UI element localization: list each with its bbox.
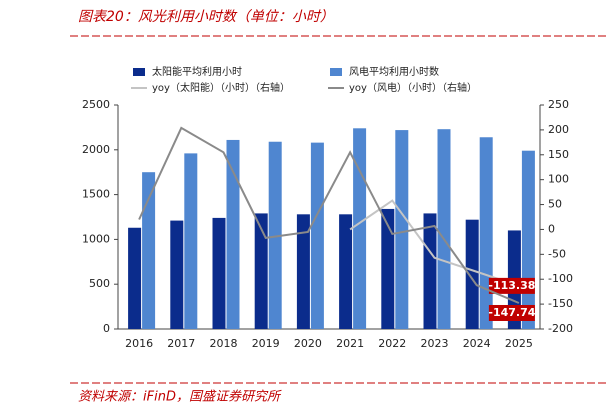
legend-swatch <box>133 68 145 76</box>
bar <box>521 150 535 329</box>
bar <box>437 129 451 329</box>
bar <box>395 130 409 329</box>
bar <box>212 217 226 329</box>
x-tick-label: 2020 <box>294 337 322 350</box>
line <box>138 126 520 304</box>
y2-tick-label: -200 <box>548 322 573 335</box>
data-label-box <box>488 277 535 294</box>
chart-title: 图表20：风光利用小时数（单位：小时） <box>78 9 334 25</box>
y2-tick-label: 150 <box>548 148 569 161</box>
legend-swatch <box>330 68 342 76</box>
legend-label: yoy（太阳能）（小时）（右轴） <box>152 81 290 94</box>
x-tick-label: 2018 <box>210 337 238 350</box>
line <box>349 199 520 287</box>
source: 资料来源：iFinD，国盛证券研究所 <box>78 389 282 405</box>
x-tick-label: 2025 <box>505 337 533 350</box>
bar <box>226 139 240 329</box>
y2-tick-label: -50 <box>548 247 566 260</box>
bar <box>128 227 142 329</box>
y2-tick-label: 200 <box>548 123 569 136</box>
data-label: -147.74 <box>488 306 535 319</box>
y-tick-label: 2000 <box>82 143 110 156</box>
x-tick-label: 2019 <box>252 337 280 350</box>
bar <box>170 220 184 329</box>
x-tick-label: 2021 <box>336 337 364 350</box>
x-tick-label: 2022 <box>378 337 406 350</box>
bar <box>254 213 268 329</box>
y2-tick-label: -150 <box>548 297 573 310</box>
y2-tick-label: -100 <box>548 272 573 285</box>
y-tick-label: 1500 <box>82 188 110 201</box>
bar <box>381 208 395 329</box>
bar <box>479 137 493 329</box>
y2-tick-label: 50 <box>548 198 562 211</box>
y-tick-label: 1000 <box>82 232 110 245</box>
x-tick-label: 2023 <box>421 337 449 350</box>
bar <box>339 214 353 329</box>
bar <box>142 172 156 329</box>
legend-label: yoy（风电）（小时）（右轴） <box>349 81 477 94</box>
bar <box>353 128 367 329</box>
data-label-box <box>488 304 535 321</box>
bar <box>423 213 437 329</box>
y2-tick-label: 0 <box>548 222 555 235</box>
bar <box>465 219 479 329</box>
y2-tick-label: 100 <box>548 173 569 186</box>
bar <box>296 214 310 329</box>
legend-label: 风电平均利用小时数 <box>349 65 439 78</box>
legend-label: 太阳能平均利用小时 <box>152 65 242 78</box>
y-tick-label: 2500 <box>82 98 110 111</box>
bar <box>268 141 282 329</box>
y-tick-label: 0 <box>103 322 110 335</box>
x-tick-label: 2016 <box>125 337 153 350</box>
y2-tick-label: 250 <box>548 98 569 111</box>
x-tick-label: 2017 <box>167 337 195 350</box>
y-tick-label: 500 <box>89 277 110 290</box>
bar <box>310 142 324 329</box>
x-tick-label: 2024 <box>463 337 491 350</box>
data-label: -113.38 <box>488 279 535 292</box>
bar <box>184 153 198 329</box>
